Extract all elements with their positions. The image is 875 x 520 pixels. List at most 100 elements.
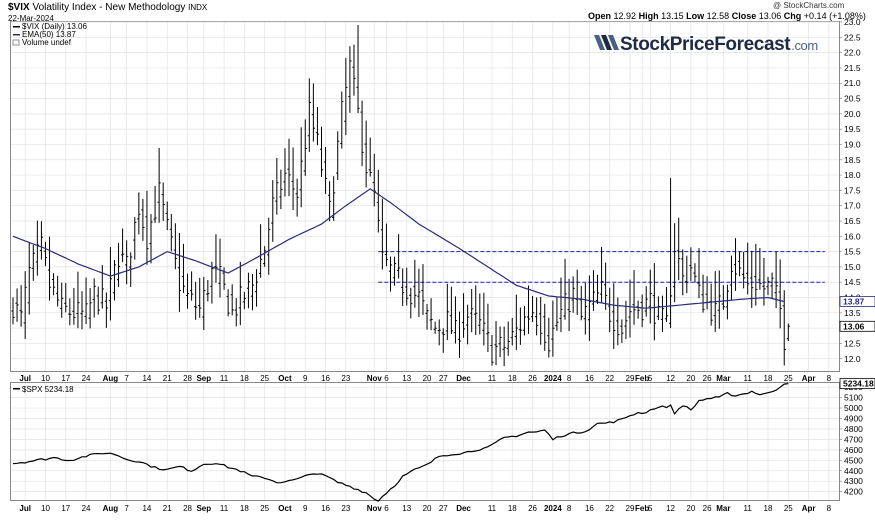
vix-ohlc-bar [263, 246, 267, 267]
vix-ohlc-bar [287, 138, 291, 197]
vix-ohlc-bar [125, 240, 129, 285]
x-tick-label: 17 [61, 504, 70, 513]
vix-ohlc-bar [530, 296, 535, 323]
vix-ohlc-bar [575, 269, 579, 315]
spx-close-tag-label: 5234.18 [843, 379, 874, 389]
vix-ohlc-bar [88, 288, 92, 329]
volume-legend-text: Volume undef [22, 38, 72, 47]
x-tick-label: 25 [784, 504, 793, 513]
vix-ohlc-bar [506, 321, 510, 356]
vix-ohlc-bar [701, 274, 705, 313]
ema-line [12, 188, 785, 309]
x-tick-label: 2024 [544, 504, 562, 513]
stockpriceforecast-logo: StockPriceForecast.com [594, 34, 818, 55]
vix-ohlc-bar [433, 321, 437, 334]
x-tick-label: 26 [703, 374, 712, 383]
vix-ohlc-bar [673, 223, 677, 303]
vix-ohlc-bar [226, 289, 230, 317]
vix-ohlc-bar [397, 234, 401, 279]
vix-ohlc-bar [624, 300, 628, 340]
vix-ohlc-bar [486, 303, 490, 353]
x-tick-label: 25 [260, 374, 269, 383]
spx-y-tick-label: 4300 [844, 476, 863, 486]
x-tick-label: 28 [183, 374, 192, 383]
vix-ohlc-bar [60, 282, 64, 318]
x-tick-label: Nov [367, 504, 383, 513]
x-tick-label: 20 [686, 374, 695, 383]
vix-ohlc-bar [214, 234, 218, 283]
vix-y-axis: 12.012.513.013.514.014.515.015.516.016.5… [839, 17, 861, 364]
chart-title: $VIX Volatility Index - New Methodology … [8, 2, 207, 13]
vix-ohlc-bar [567, 278, 571, 332]
vix-ohlc-bar [579, 285, 583, 321]
x-tick-label: 26 [528, 374, 537, 383]
spx-legend: $SPX 5234.18 [13, 385, 74, 394]
vix-ohlc-bar [51, 273, 56, 296]
vix-ohlc-bar [636, 300, 640, 319]
vix-y-tick-label: 12.0 [844, 354, 861, 364]
vix-ohlc-bar [198, 277, 202, 318]
vix-ohlc-bar [307, 78, 311, 152]
vix-ohlc-bar [104, 292, 108, 328]
spx-y-tick-label: 4200 [844, 487, 863, 497]
vix-ohlc-bar [392, 256, 397, 286]
vix-ohlc-bar [218, 238, 222, 298]
logo-brand-text: StockPriceForecast.com [620, 34, 818, 55]
vix-ohlc-bar [336, 131, 340, 181]
vix-ohlc-bar [23, 271, 27, 339]
quote-bar: Open 12.92 High 13.15 Low 12.58 Close 13… [588, 11, 866, 21]
vix-ohlc-bar [693, 263, 697, 283]
x-tick-label: 23 [341, 374, 350, 383]
vix-ohlc-bar [157, 147, 161, 223]
vix-ohlc-bar [206, 279, 210, 302]
spx-y-tick-label: 4400 [844, 466, 863, 476]
vix-ohlc-bar [644, 286, 648, 317]
vix-ohlc-bar [429, 298, 433, 331]
vix-ohlc-bar [137, 192, 141, 235]
vix-y-tick-label: 22.5 [844, 32, 861, 42]
vix-ohlc-bar [587, 275, 591, 341]
x-tick-label: 13 [402, 504, 411, 513]
vix-ohlc-bar [267, 217, 271, 275]
vix-ohlc-bar [652, 263, 656, 341]
vix-ohlc-bar [770, 272, 774, 300]
x-tick-label: 16 [585, 374, 594, 383]
vix-ohlc-bar [368, 137, 372, 177]
x-tick-label: 22 [605, 374, 614, 383]
spx-close-tag-box [839, 378, 875, 390]
vix-ohlc-bar [259, 224, 263, 278]
vix-y-tick-label: 23.0 [844, 17, 861, 27]
vix-ohlc-bar [295, 178, 299, 217]
x-tick-label: 25 [260, 504, 269, 513]
vix-ohlc-bar [161, 182, 165, 221]
vix-y-tick-label: 18.0 [844, 170, 861, 180]
vix-ohlc-bar [384, 223, 389, 267]
vix-y-tick-label: 17.0 [844, 201, 861, 211]
vix-ohlc-bar [591, 270, 596, 312]
x-tick-label: 8 [567, 374, 572, 383]
vix-ohlc-bar [315, 107, 320, 146]
spx-panel-frame [10, 382, 840, 501]
vix-ohlc-bar [120, 228, 125, 263]
vix-x-axis: Jul 10 17 24 Aug 7 14 21 28 Sep 11 18 25 Oct 9 16 23 Nov 6… [19, 374, 831, 383]
vix-ohlc-bar [466, 304, 470, 345]
vix-y-tick-label: 20.5 [844, 94, 861, 104]
vix-ohlc-bar [15, 288, 19, 322]
vix-y-tick-label: 18.5 [844, 155, 861, 165]
vix-ohlc-bar [551, 300, 555, 357]
x-tick-label: 10 [41, 504, 50, 513]
vix-ohlc-bar [210, 261, 214, 304]
vix-ohlc-bar [401, 268, 405, 306]
vix-ohlc-bar [539, 296, 543, 345]
x-tick-label: 25 [784, 374, 793, 383]
vix-close-tag-box [839, 320, 875, 332]
vix-ohlc-bar [31, 244, 35, 281]
ema-value-tag-label: 13.87 [843, 297, 865, 307]
vix-ohlc-bar [185, 273, 190, 309]
vix-ohlc-bar [271, 180, 275, 242]
vix-ohlc-bar [717, 270, 721, 329]
vix-ohlc-bar [612, 283, 616, 349]
x-tick-label: 18 [240, 374, 249, 383]
vix-ohlc-bar [254, 269, 259, 307]
x-tick-label: 18 [764, 504, 773, 513]
